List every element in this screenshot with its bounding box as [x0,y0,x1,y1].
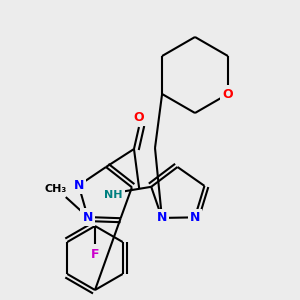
Text: NH: NH [104,190,122,200]
Text: O: O [223,88,233,100]
Text: N: N [82,211,93,224]
Text: N: N [74,179,84,192]
Text: CH₃: CH₃ [45,184,67,194]
Text: F: F [91,248,99,260]
Text: N: N [157,212,167,224]
Text: O: O [134,110,144,124]
Text: N: N [190,211,200,224]
